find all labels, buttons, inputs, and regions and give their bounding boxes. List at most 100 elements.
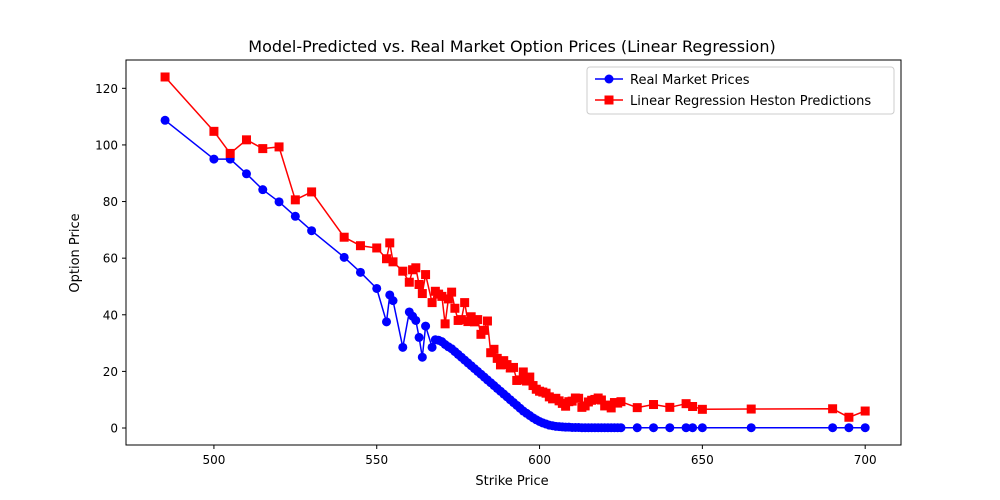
x-tick-label: 650 (691, 453, 714, 467)
data-point (450, 303, 460, 313)
series-heston-predictions (160, 72, 870, 422)
y-tick-label: 100 (95, 138, 118, 152)
data-point (466, 312, 476, 322)
data-point (382, 254, 392, 264)
data-point (697, 423, 707, 433)
data-point (385, 238, 395, 248)
data-point (258, 185, 268, 195)
chart-title: Model-Predicted vs. Real Market Option P… (248, 37, 775, 56)
data-point (828, 423, 838, 433)
data-point (649, 400, 659, 410)
data-point (414, 332, 424, 342)
data-point (473, 315, 483, 325)
data-point (509, 362, 518, 372)
y-tick-label: 40 (103, 308, 118, 322)
plot-frame (125, 59, 902, 446)
data-point (463, 317, 473, 327)
data-point (681, 399, 691, 409)
y-tick-label: 80 (103, 195, 118, 209)
data-point (355, 267, 365, 277)
data-point (746, 423, 756, 433)
data-point (697, 404, 707, 414)
data-point (665, 423, 675, 433)
x-axis-label: Strike Price (475, 474, 548, 489)
data-point (209, 126, 219, 136)
y-tick-label: 60 (103, 252, 118, 266)
x-axis-ticks: 500 550 600 650 700 (202, 445, 877, 467)
data-point (388, 257, 398, 267)
legend-label-heston: Linear Regression Heston Predictions (630, 94, 871, 109)
legend-label-real-market: Real Market Prices (630, 73, 750, 88)
data-point (688, 423, 698, 433)
data-point (632, 403, 642, 413)
data-point (417, 352, 427, 362)
data-point (160, 72, 170, 82)
series-real-market-prices (160, 115, 870, 433)
data-point (746, 404, 756, 414)
legend: Real Market Prices Linear Regression Hes… (586, 66, 895, 115)
data-point (307, 226, 317, 236)
data-point (382, 317, 392, 327)
x-tick-label: 550 (365, 453, 388, 467)
data-point (616, 397, 626, 407)
data-point (290, 195, 300, 205)
y-axis-label: Option Price (68, 213, 83, 292)
data-point (844, 423, 854, 433)
data-point (339, 232, 349, 242)
data-point (160, 115, 170, 125)
data-point (411, 315, 421, 325)
data-point (421, 321, 431, 331)
data-point (456, 315, 466, 325)
data-point (596, 395, 606, 405)
data-point (414, 279, 424, 289)
data-point (518, 367, 528, 377)
data-point (290, 211, 300, 221)
data-point (482, 316, 492, 326)
data-point (411, 263, 421, 273)
data-point (443, 294, 453, 304)
data-point (355, 241, 365, 251)
data-point (828, 404, 838, 414)
data-point (860, 423, 870, 433)
data-point (561, 401, 571, 411)
data-point (616, 423, 626, 433)
data-point (398, 266, 408, 276)
data-point (492, 353, 502, 363)
data-point (339, 252, 349, 262)
data-point (844, 412, 854, 422)
data-point (860, 406, 870, 416)
y-tick-label: 0 (110, 422, 118, 436)
data-point (632, 423, 642, 433)
data-point (225, 148, 235, 158)
y-tick-label: 20 (103, 365, 118, 379)
legend-entry-heston: Linear Regression Heston Predictions (595, 94, 871, 109)
x-tick-label: 600 (528, 453, 551, 467)
data-point (417, 289, 427, 299)
y-tick-label: 120 (95, 82, 118, 96)
data-point (574, 393, 584, 403)
data-point (258, 144, 268, 154)
series-layer (160, 72, 870, 433)
data-point (398, 342, 408, 352)
data-point (688, 402, 698, 411)
y-axis-ticks: 0 20 40 60 80 100 120 (95, 82, 126, 436)
legend-frame (586, 66, 895, 115)
data-point (388, 296, 398, 306)
legend-marker-circle (604, 74, 614, 84)
data-point (515, 375, 525, 385)
data-point (421, 270, 431, 280)
data-point (606, 403, 616, 413)
data-point (209, 154, 219, 164)
data-point (274, 142, 284, 152)
legend-entry-real-market: Real Market Prices (595, 73, 750, 88)
data-point (307, 187, 317, 197)
data-point (427, 342, 437, 352)
data-point (372, 243, 382, 253)
data-point (479, 325, 489, 335)
plot-area: 0 20 40 60 80 100 120 500 550 600 650 700 (95, 59, 902, 467)
data-point (372, 283, 382, 293)
data-point (460, 298, 470, 308)
data-point (447, 287, 457, 297)
data-point (665, 402, 675, 412)
